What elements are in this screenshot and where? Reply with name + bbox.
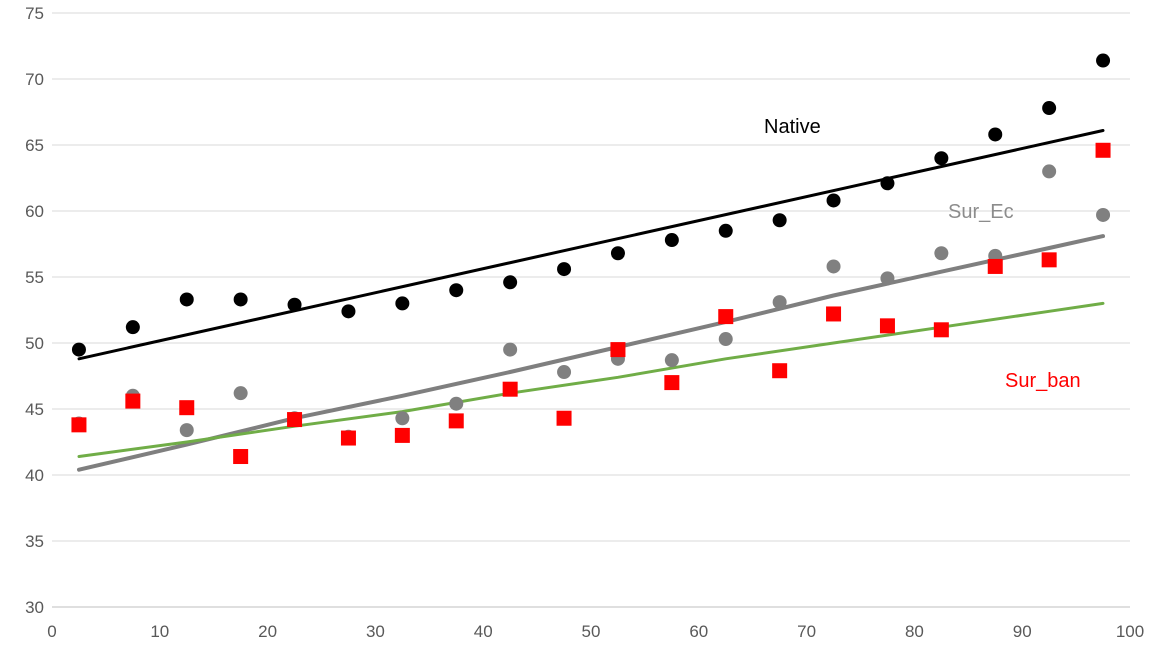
data-point-circle xyxy=(772,213,787,228)
y-tick-label: 50 xyxy=(25,334,44,353)
data-point-circle xyxy=(1042,164,1057,179)
y-axis-ticks: 30 35 40 45 50 55 60 65 70 75 xyxy=(25,4,44,617)
data-point-circle xyxy=(664,233,679,248)
data-point-circle xyxy=(988,127,1003,142)
data-point-square xyxy=(879,318,895,334)
data-point-circle xyxy=(826,193,841,208)
data-point-circle xyxy=(880,176,895,191)
data-point-circle xyxy=(503,342,518,357)
y-tick-label: 40 xyxy=(25,466,44,485)
data-point-square xyxy=(502,381,518,397)
data-point-circle xyxy=(1096,53,1111,68)
x-tick-label: 80 xyxy=(905,622,924,641)
data-point-circle xyxy=(934,246,949,261)
trendlines xyxy=(77,129,1105,472)
data-point-circle xyxy=(341,304,356,319)
data-point-circle xyxy=(718,223,733,238)
data-point-square xyxy=(125,393,141,409)
data-point-square xyxy=(287,412,303,428)
data-point-square xyxy=(179,400,195,416)
x-tick-label: 60 xyxy=(689,622,708,641)
data-point-circle xyxy=(179,292,194,307)
data-point-circle xyxy=(934,151,949,166)
data-point-square xyxy=(826,306,842,322)
x-tick-label: 90 xyxy=(1013,622,1032,641)
data-point-square xyxy=(664,375,680,391)
data-point-square xyxy=(1095,142,1111,158)
data-point-square xyxy=(556,410,572,426)
data-point-square xyxy=(1041,252,1057,268)
x-tick-label: 70 xyxy=(797,622,816,641)
y-tick-label: 75 xyxy=(25,4,44,23)
data-points xyxy=(71,53,1111,465)
data-point-circle xyxy=(395,296,410,311)
data-point-square xyxy=(340,430,356,446)
trendline-2 xyxy=(77,301,1105,458)
data-point-circle xyxy=(287,297,302,312)
x-tick-label: 0 xyxy=(47,622,56,641)
y-tick-label: 60 xyxy=(25,202,44,221)
data-point-circle xyxy=(233,292,248,307)
data-point-circle xyxy=(880,271,895,286)
data-point-square xyxy=(233,449,249,465)
data-point-circle xyxy=(718,332,733,347)
trendline-0 xyxy=(77,129,1105,361)
y-tick-label: 55 xyxy=(25,268,44,287)
data-point-circle xyxy=(772,295,787,310)
data-point-square xyxy=(933,322,949,338)
y-tick-label: 45 xyxy=(25,400,44,419)
data-point-circle xyxy=(503,275,518,290)
data-point-circle xyxy=(449,396,464,411)
data-point-circle xyxy=(71,342,86,357)
x-axis-ticks: 0 10 20 30 40 50 60 70 80 90 100 xyxy=(47,622,1144,641)
grid xyxy=(52,12,1130,608)
data-point-circle xyxy=(395,411,410,426)
y-tick-label: 70 xyxy=(25,70,44,89)
y-tick-label: 65 xyxy=(25,136,44,155)
data-point-circle xyxy=(1042,101,1057,116)
data-point-square xyxy=(987,258,1003,274)
y-tick-label: 35 xyxy=(25,532,44,551)
series-label-sur-ec: Sur_Ec xyxy=(948,201,1014,223)
x-tick-label: 30 xyxy=(366,622,385,641)
data-point-square xyxy=(71,417,87,433)
data-point-circle xyxy=(610,246,625,261)
data-point-circle xyxy=(664,353,679,368)
x-tick-label: 10 xyxy=(150,622,169,641)
data-point-circle xyxy=(1096,207,1111,222)
data-point-circle xyxy=(826,259,841,274)
data-point-square xyxy=(772,363,788,379)
data-point-square xyxy=(448,413,464,429)
data-point-circle xyxy=(125,320,140,335)
data-point-square xyxy=(394,427,410,443)
data-point-circle xyxy=(557,365,572,380)
data-point-circle xyxy=(449,283,464,298)
data-point-square xyxy=(718,309,734,325)
data-point-circle xyxy=(233,386,248,401)
x-tick-label: 50 xyxy=(582,622,601,641)
y-tick-label: 30 xyxy=(25,598,44,617)
series-label-native: Native xyxy=(764,116,821,138)
x-tick-label: 40 xyxy=(474,622,493,641)
x-tick-label: 100 xyxy=(1116,622,1144,641)
x-tick-label: 20 xyxy=(258,622,277,641)
series-labels: Native Sur_Ec Sur_ban xyxy=(764,116,1081,392)
data-point-circle xyxy=(557,262,572,277)
series-label-sur-ban: Sur_ban xyxy=(1005,370,1081,392)
data-point-circle xyxy=(179,423,194,438)
data-point-square xyxy=(610,342,626,358)
